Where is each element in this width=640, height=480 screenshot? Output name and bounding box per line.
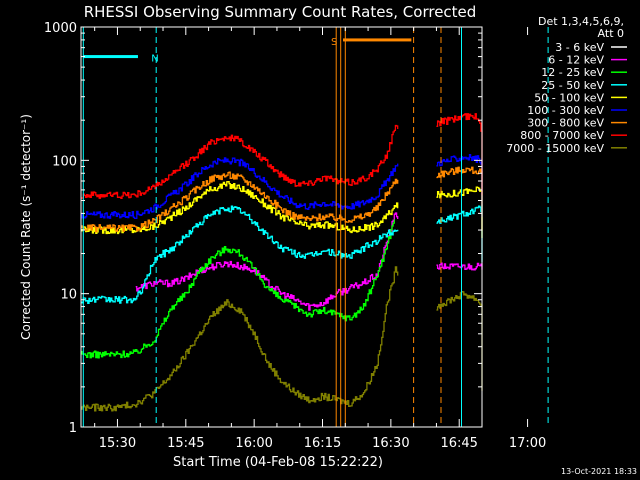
legend-entry-50-100-kev: 50 - 100 keV: [534, 91, 604, 104]
legend-entry-25-50-kev: 25 - 50 keV: [541, 79, 604, 92]
y-tick-label: 1000: [44, 21, 77, 36]
plot-frame: [80, 26, 483, 428]
legend-title: Att 0: [598, 27, 624, 40]
legend-title: Det 1,3,4,5,6,9,: [538, 15, 624, 28]
legend-entry-300-800-kev: 300 - 800 keV: [527, 117, 604, 130]
footer-timestamp: 13-Oct-2021 18:33: [561, 467, 637, 476]
x-tick-label: 15:30: [99, 436, 136, 451]
marker-layer: NS: [82, 27, 549, 427]
x-tick-label: 17:00: [509, 436, 546, 451]
legend-entry-12-25-kev: 12 - 25 keV: [541, 66, 604, 79]
x-axis-label: Start Time (04-Feb-08 15:22:22): [173, 455, 383, 470]
y-axis-label: Corrected Count Rate (s⁻¹ detector⁻¹): [19, 114, 33, 340]
axis-layer: 15:30 15:45 16:00 16:15 16:30 16:45 17:00 1 10 10…: [44, 21, 546, 451]
flag-bar-1: [343, 38, 412, 42]
x-tick-label: 16:30: [372, 436, 409, 451]
series-line-12-25-kev: [81, 219, 395, 359]
legend-entry-7000-15000-kev: 7000 - 15000 keV: [506, 142, 604, 155]
y-tick-label: 1: [69, 421, 77, 436]
legend-entry-6-12-kev: 6 - 12 keV: [548, 54, 604, 67]
x-tick-label: 16:45: [440, 436, 477, 451]
legend-entry-800-7000-kev: 800 - 7000 keV: [520, 129, 604, 142]
chart-title: RHESSI Observing Summary Count Rates, Co…: [84, 3, 477, 21]
legend-entry-3-6-kev: 3 - 6 keV: [555, 41, 604, 54]
flag-label-n: N: [151, 54, 158, 65]
x-tick-label: 16:00: [235, 436, 272, 451]
x-tick-label: 15:45: [167, 436, 204, 451]
y-tick-label: 10: [60, 288, 77, 303]
x-tick-label: 16:15: [304, 436, 341, 451]
series-line-3-6-kev: [81, 214, 395, 397]
legend-entry-100-300-kev: 100 - 300 keV: [527, 104, 604, 117]
flag-label-s: S: [331, 37, 337, 48]
flag-bar-0: [83, 55, 138, 59]
y-tick-label: 100: [52, 154, 77, 169]
